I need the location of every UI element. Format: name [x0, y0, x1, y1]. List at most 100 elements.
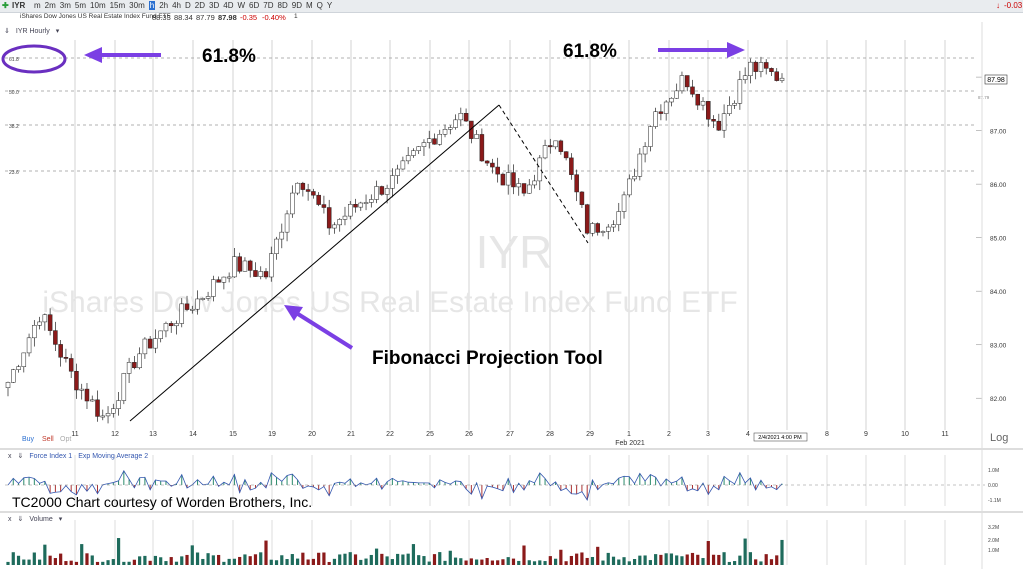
sell-button[interactable]: Sell — [42, 436, 54, 443]
volume-bar — [427, 561, 431, 565]
ema-title[interactable]: Exp Moving Average 2 — [78, 453, 149, 460]
volume-bar — [711, 554, 716, 565]
y-tick-label: 82.00 — [990, 396, 1007, 403]
opt-button[interactable]: Opt — [60, 436, 71, 443]
x-axis-label: 13 — [149, 431, 157, 438]
timeframe-W[interactable]: W — [237, 1, 246, 10]
candle-body — [32, 325, 37, 339]
volume-bar — [11, 552, 15, 565]
timeframe-2h[interactable]: 2h — [159, 1, 169, 10]
y-tick-label: 85.00 — [990, 236, 1007, 243]
volume-bar — [548, 556, 552, 565]
force-index-title[interactable]: Force Index 1 — [29, 453, 73, 460]
dropdown-icon[interactable]: ▾ — [58, 516, 63, 523]
symbol-change: -0.03 — [1004, 1, 1023, 10]
volume-bar — [37, 559, 42, 565]
y-tick-label: 83.00 — [990, 343, 1007, 350]
volume-bar — [580, 552, 584, 565]
force-panel-header[interactable]: x ⇓ Force Index 1 Exp Moving Average 2 — [8, 452, 154, 460]
force-tick-zero: 0.00 — [988, 483, 998, 489]
candle-body — [442, 129, 448, 135]
timeframe-7D[interactable]: 7D — [263, 1, 274, 10]
timeframe-h[interactable]: h — [148, 1, 156, 10]
timeframe-30m[interactable]: 30m — [129, 1, 145, 10]
candle-body — [779, 77, 785, 81]
fib-projection-line — [129, 104, 500, 422]
candle-body — [326, 207, 332, 229]
timeframe-3m[interactable]: 3m — [59, 1, 71, 10]
timeframe-D[interactable]: D — [185, 1, 191, 10]
timeframe-Q[interactable]: Q — [316, 1, 323, 10]
volume-bar — [748, 552, 753, 565]
candle-body — [569, 157, 574, 175]
candle-body — [21, 352, 27, 367]
timeframe-6D[interactable]: 6D — [249, 1, 260, 10]
fib-right-label: 61.8% — [563, 41, 617, 62]
x-axis-label: 15 — [229, 431, 237, 438]
timeframe-15m[interactable]: 15m — [109, 1, 126, 10]
candle-body — [527, 184, 532, 194]
candle-body — [95, 399, 100, 417]
volume-bar — [95, 561, 100, 565]
volume-tick-mid: 2.0M — [988, 538, 999, 544]
timeframe-4D[interactable]: 4D — [223, 1, 234, 10]
volume-bar — [211, 555, 215, 565]
dropdown-icon[interactable]: ▾ — [55, 28, 60, 35]
volume-bar — [159, 557, 163, 565]
y-tick-label: 86.00 — [990, 182, 1007, 189]
fib-level-label: 50.0 — [9, 90, 19, 96]
volume-bar — [174, 561, 179, 565]
candle-body — [437, 134, 443, 145]
symbol-label[interactable]: IYR — [12, 1, 26, 10]
volume-bar — [253, 554, 258, 565]
tool-label: Fibonacci Projection Tool — [372, 348, 603, 369]
volume-bar — [43, 544, 47, 565]
timeframe-9D[interactable]: 9D — [291, 1, 302, 10]
volume-bar — [611, 556, 616, 565]
timeframe-2m[interactable]: 2m — [44, 1, 56, 10]
candle-body — [500, 173, 506, 186]
timeframe-10m[interactable]: 10m — [90, 1, 106, 10]
volume-bar — [74, 561, 79, 565]
candle-body — [742, 75, 748, 80]
candle-body — [237, 256, 242, 272]
candle-body — [384, 188, 390, 195]
timeframe-Y[interactable]: Y — [326, 1, 333, 10]
small-price-tag: 87.79 — [978, 95, 990, 100]
timeframe-M[interactable]: M — [305, 1, 313, 10]
watermark-symbol: IYR — [476, 226, 553, 278]
y-tick-label: 87.00 — [990, 129, 1007, 136]
volume-bar — [638, 555, 642, 565]
timeframe-m[interactable]: m — [34, 1, 41, 10]
price-panel-header[interactable]: ⇓ IYR Hourly ▾ — [4, 27, 65, 35]
volume-bar — [248, 556, 252, 565]
candle-body — [179, 303, 185, 324]
timeframe-3D[interactable]: 3D — [209, 1, 220, 10]
close-icon[interactable]: x — [8, 453, 12, 460]
candle-body — [290, 192, 295, 215]
timeframe-2D[interactable]: 2D — [194, 1, 206, 10]
volume-bar — [259, 552, 263, 565]
volume-bar — [343, 553, 347, 565]
candle-body — [126, 362, 132, 374]
add-symbol-icon[interactable]: ✚ — [2, 1, 9, 10]
timeframe-4h[interactable]: 4h — [172, 1, 181, 10]
candle-body — [226, 276, 232, 279]
log-toggle[interactable]: Log — [990, 432, 1008, 444]
volume-bar — [274, 560, 279, 565]
volume-bar — [48, 555, 52, 565]
volume-panel-header[interactable]: x ⇓ Volume ▾ — [8, 515, 68, 523]
timeframe-5m[interactable]: 5m — [74, 1, 87, 10]
candle-body — [727, 105, 732, 114]
buy-button[interactable]: Buy — [22, 436, 35, 443]
close-icon[interactable]: x — [8, 516, 12, 523]
timeframe-8D[interactable]: 8D — [277, 1, 288, 10]
candle-body — [684, 75, 690, 88]
high-value: 88.34 — [174, 13, 193, 22]
x-axis-label: 10 — [901, 431, 909, 438]
candle-body — [595, 223, 600, 233]
volume-bar — [696, 554, 700, 565]
candle-body — [395, 168, 400, 176]
candle-body — [116, 400, 121, 409]
